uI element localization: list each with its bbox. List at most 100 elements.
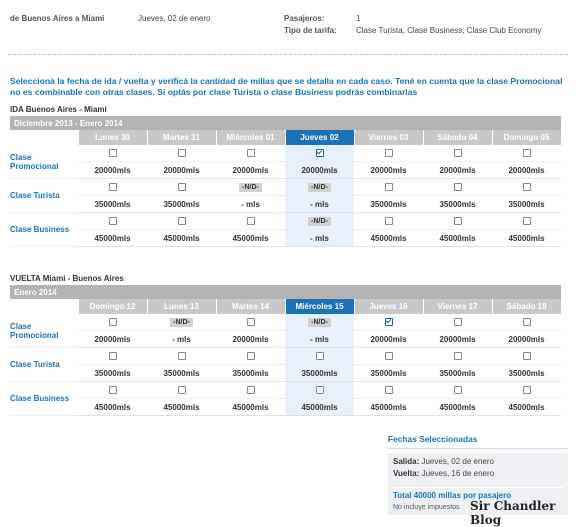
fare-cell [147,178,216,196]
day-header[interactable]: Lunes 13 [147,299,217,314]
miles-value: 20000mls [216,161,285,179]
day-header[interactable]: Sábado 04 [423,130,493,145]
date-range: Enero 2014 [10,285,562,299]
fare-cell [492,314,562,331]
checkbox[interactable] [177,149,186,158]
checkbox[interactable] [453,217,462,226]
checkbox[interactable] [315,386,324,395]
miles-value: - mls [147,330,216,348]
checkbox[interactable] [522,217,531,226]
day-header[interactable]: Viernes 17 [423,299,493,314]
miles-value: 45000mls [354,398,423,416]
checkbox[interactable] [315,352,324,361]
miles-value: 20000mls [216,330,285,348]
miles-row: 20000mls - mls 20000mls - mls 20000mls 20000m… [10,330,562,348]
day-header[interactable]: Martes 31 [147,130,217,145]
checkbox[interactable] [108,318,117,327]
day-header[interactable]: Martes 14 [216,299,286,314]
class-name: Clase Business [10,381,78,416]
miles-value: 20000mls [423,330,492,348]
checkbox[interactable] [246,318,255,327]
miles-value: 45000mls [216,229,285,247]
checkbox[interactable] [522,352,531,361]
checkbox[interactable] [453,318,462,327]
day-header[interactable]: Jueves 02 [285,130,355,145]
passengers-label: Pasajeros: [284,14,325,23]
day-header[interactable]: Miércoles 01 [216,130,286,145]
departure-date: Jueves, 02 de enero [138,14,211,23]
checkbox[interactable] [453,352,462,361]
checkbox-checked[interactable] [315,149,324,158]
fare-cell: -N/D- [216,178,285,196]
checkbox[interactable] [453,386,462,395]
checkbox[interactable] [246,149,255,158]
route-label: de Buenos Aires a Miami [10,14,105,23]
checkbox[interactable] [246,217,255,226]
fare-cell [216,314,285,331]
checkbox[interactable] [453,183,462,192]
fare-cell [423,212,492,230]
fare-cell [423,381,492,399]
checkbox[interactable] [522,183,531,192]
miles-row: 45000mls 45000mls 45000mls - mls 45000mls 450… [10,229,562,247]
summary-return: Vuelta: Jueves, 16 de enero [393,469,563,481]
miles-value: 35000mls [423,195,492,213]
day-header[interactable]: Domingo 05 [492,130,562,145]
day-header[interactable]: Domingo 12 [78,299,148,314]
checkbox[interactable] [384,386,393,395]
summary-total: Total 40000 millas por pasajero [393,487,563,500]
day-header[interactable]: Viernes 03 [354,130,424,145]
miles-value: 45000mls [423,229,492,247]
miles-value: 45000mls [216,398,285,416]
class-name: Clase Promocional [10,314,78,348]
checkbox[interactable] [177,217,186,226]
checkbox[interactable] [177,352,186,361]
day-header[interactable]: Jueves 16 [354,299,424,314]
fare-cell [354,347,423,365]
checkbox[interactable] [522,318,531,327]
checkbox[interactable] [108,217,117,226]
watermark: Sir Chandler Blog [470,499,556,527]
not-available-badge: -N/D- [239,183,262,192]
day-header[interactable]: Lunes 30 [78,130,148,145]
checkbox[interactable] [246,386,255,395]
miles-value: 20000mls [354,330,423,348]
checkbox-checked[interactable] [384,318,393,327]
fare-cell [147,381,216,399]
day-header[interactable]: Miércoles 15 [285,299,355,314]
day-header-row: Domingo 12 Lunes 13 Martes 14 Miércoles 15 J… [10,299,562,314]
miles-value: 20000mls [78,161,147,179]
checkbox[interactable] [384,217,393,226]
checkbox[interactable] [177,386,186,395]
fare-cell [354,145,423,162]
miles-value: - mls [285,195,354,213]
checkbox[interactable] [522,386,531,395]
checkbox[interactable] [384,149,393,158]
checkbox[interactable] [108,149,117,158]
checkbox[interactable] [108,386,117,395]
checkbox[interactable] [246,352,255,361]
fare-cell [78,212,147,230]
miles-value: 35000mls [78,195,147,213]
fare-cell [285,347,354,365]
checkbox[interactable] [453,149,462,158]
fare-cell [78,178,147,196]
miles-value: 45000mls [423,398,492,416]
checkbox[interactable] [177,183,186,192]
not-available-badge: -N/D- [308,318,331,327]
checkbox[interactable] [108,352,117,361]
outbound-title: IDA Buenos Aires - Miami [10,105,107,114]
checkbox[interactable] [384,352,393,361]
miles-value: 45000mls [354,229,423,247]
checkbox[interactable] [384,183,393,192]
checkbox[interactable] [108,183,117,192]
day-header[interactable]: Sábado 18 [492,299,562,314]
header-blank [10,130,79,145]
miles-value: 20000mls [492,330,562,348]
checkbox[interactable] [522,149,531,158]
return-table: Enero 2014 Domingo 12 Lunes 13 Martes 14 Mié… [10,285,562,416]
fare-cell: -N/D- [285,178,354,196]
miles-value: 45000mls [78,398,147,416]
miles-value: 20000mls [285,161,354,179]
fare-cell [354,212,423,230]
